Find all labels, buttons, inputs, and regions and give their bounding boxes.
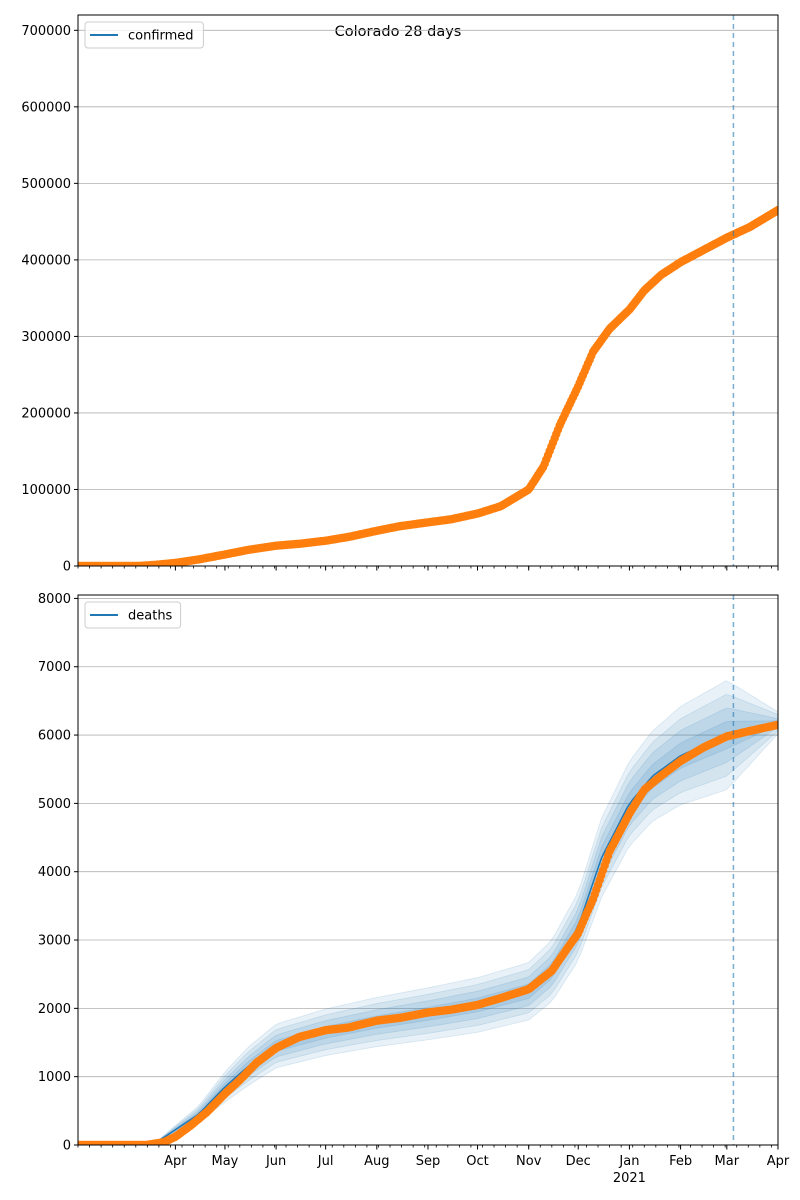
deaths-panel: 0 1000 2000 3000 4000 5000 6000 7000 8000 Apr May J… xyxy=(38,592,790,1186)
x-tick-label: Jun xyxy=(265,1154,286,1169)
plot-area xyxy=(78,205,778,566)
y-tick-label: 6000 xyxy=(38,729,71,744)
legend-box xyxy=(84,21,204,49)
figure-title: Colorado 28 days xyxy=(335,24,462,40)
y-tick-label: 8000 xyxy=(38,592,71,607)
y-tick-label: 2000 xyxy=(38,1002,71,1017)
legend-label: confirmed xyxy=(128,29,194,44)
y-tick-label: 600000 xyxy=(21,100,71,115)
series-markers-confirmed xyxy=(78,205,778,566)
legend-box xyxy=(84,601,182,629)
x-tick-label: Dec xyxy=(566,1154,591,1169)
data-point xyxy=(773,720,778,729)
y-tick-label: 0 xyxy=(63,560,71,575)
x-year-label: 2021 xyxy=(613,1171,646,1186)
x-tick-label: Mar xyxy=(715,1154,740,1169)
y-tick-label: 200000 xyxy=(21,406,71,421)
x-tick-label: Sep xyxy=(416,1154,441,1169)
y-tick-label: 400000 xyxy=(21,253,71,268)
data-point xyxy=(773,205,778,215)
axes-frame xyxy=(77,14,779,567)
x-tick-label: Nov xyxy=(516,1154,542,1169)
plot-area xyxy=(78,680,778,1145)
y-tick-label: 5000 xyxy=(38,797,71,812)
y-tick-label: 100000 xyxy=(21,483,71,498)
x-tick-label: Feb xyxy=(669,1154,692,1169)
y-tick-label: 4000 xyxy=(38,865,71,880)
axes-frame xyxy=(77,594,779,1146)
uncertainty-band xyxy=(155,680,778,1145)
x-tick-label: Apr xyxy=(767,1154,790,1169)
confirmed-panel: 0 100000 200000 300000 400000 500000 600000 700… xyxy=(21,14,779,575)
x-tick-label: Aug xyxy=(364,1154,389,1169)
y-tick-label: 3000 xyxy=(38,934,71,949)
y-tick-label: 7000 xyxy=(38,660,71,675)
y-tick-label: 700000 xyxy=(21,24,71,39)
y-tick-label: 0 xyxy=(63,1139,71,1154)
y-tick-label: 300000 xyxy=(21,330,71,345)
y-tick-label: 1000 xyxy=(38,1070,71,1085)
y-tick-label: 500000 xyxy=(21,177,71,192)
x-tick-label: Jan xyxy=(618,1154,639,1169)
legend: confirmed xyxy=(84,21,204,49)
x-tick-label: Oct xyxy=(466,1154,488,1169)
series-markers-deaths xyxy=(78,720,778,1145)
legend: deaths xyxy=(84,601,182,629)
x-tick-label: Jul xyxy=(317,1154,334,1169)
legend-label: deaths xyxy=(128,609,173,624)
x-tick-label: May xyxy=(211,1154,238,1169)
x-tick-label: Apr xyxy=(164,1154,187,1169)
